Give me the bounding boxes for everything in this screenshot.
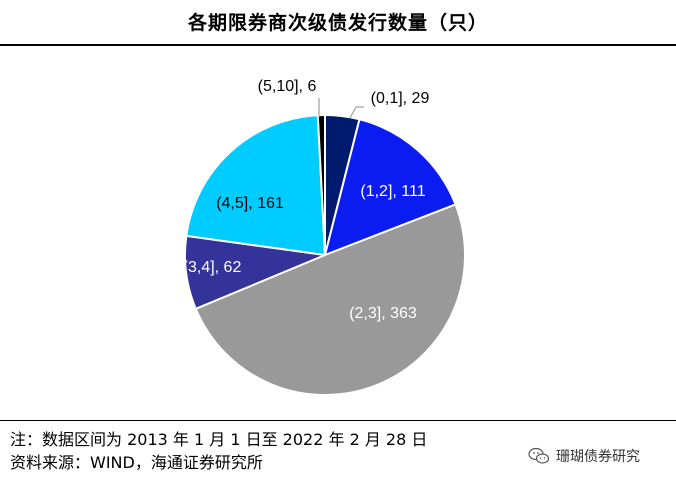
chart-title: 各期限券商次级债发行数量（只） [187, 12, 488, 34]
wechat-icon [528, 447, 550, 464]
slice-data-label: (5,10], 6 [258, 78, 317, 95]
slice-data-label: (0,1], 29 [371, 90, 430, 107]
slice-data-label: (2,3], 363 [349, 305, 417, 322]
title-divider [0, 44, 676, 46]
slice-data-label: (4,5], 161 [216, 195, 284, 212]
pie-slice [323, 118, 457, 257]
watermark-text: 珊瑚债券研究 [556, 449, 640, 465]
watermark: 珊瑚债券研究 [528, 446, 640, 466]
notes: 注：数据区间为 2013 年 1 月 1 日至 2022 年 2 月 28 日 … [10, 428, 427, 474]
slice-data-label: (1,2], 111 [360, 183, 425, 200]
pie-slice [316, 113, 326, 256]
pie-chart: (0,1], 29 (1,2], 111 (2,3], 363 (3,4], 62 (4… [183, 78, 466, 396]
pie-slice [185, 114, 327, 257]
date-range-note: 注：数据区间为 2013 年 1 月 1 日至 2022 年 2 月 28 日 [10, 430, 428, 449]
pie-slice [194, 203, 466, 396]
slice-data-label: (3,4], 62 [183, 259, 242, 276]
leader-line [349, 106, 364, 119]
notes-divider [0, 420, 676, 421]
source-note: 资料来源：WIND，海通证券研究所 [10, 453, 263, 472]
